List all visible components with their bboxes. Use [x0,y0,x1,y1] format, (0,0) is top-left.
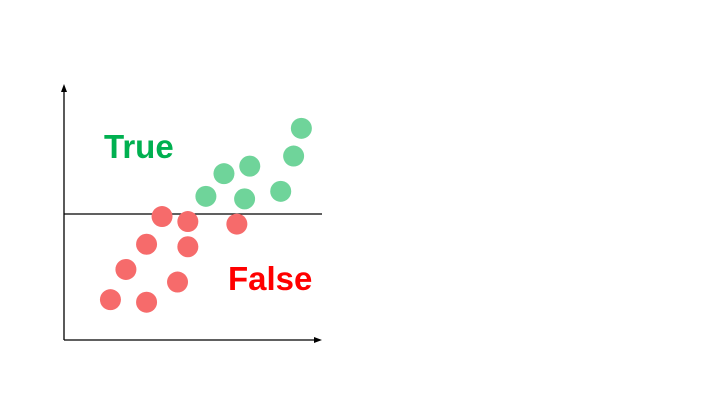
false-point-3 [226,213,248,235]
false-point-8 [99,289,121,311]
false-point-6 [115,258,137,280]
true-point-5 [270,180,292,202]
points-layer [99,117,312,313]
false-point-1 [151,206,173,228]
true-region-label: True [104,128,174,165]
true-point-7 [234,188,256,210]
true-point-6 [195,185,217,207]
false-region-label: False [228,260,312,297]
true-point-4 [213,163,235,185]
true-point-1 [290,117,312,139]
false-point-7 [167,271,189,293]
false-point-5 [177,236,199,258]
false-point-9 [136,291,158,313]
false-point-2 [177,211,199,233]
true-point-3 [239,155,261,177]
false-point-4 [136,233,158,255]
true-point-2 [283,145,305,167]
